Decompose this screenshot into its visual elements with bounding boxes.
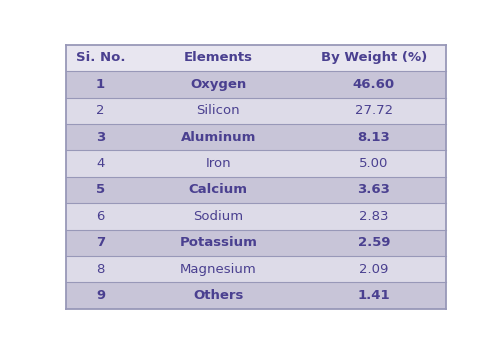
Bar bbox=[302, 177, 446, 203]
Text: 2.09: 2.09 bbox=[360, 263, 388, 276]
Text: 2.59: 2.59 bbox=[358, 236, 390, 249]
Text: 1.41: 1.41 bbox=[358, 289, 390, 302]
Bar bbox=[134, 124, 302, 150]
Text: 4: 4 bbox=[96, 157, 104, 170]
Text: 5: 5 bbox=[96, 183, 105, 196]
Text: Calcium: Calcium bbox=[189, 183, 248, 196]
Text: By Weight (%): By Weight (%) bbox=[321, 51, 427, 64]
Bar bbox=[66, 203, 134, 230]
Bar bbox=[66, 256, 134, 282]
Text: 9: 9 bbox=[96, 289, 105, 302]
Bar bbox=[302, 256, 446, 282]
Text: 1: 1 bbox=[96, 78, 105, 91]
Text: Oxygen: Oxygen bbox=[190, 78, 246, 91]
Text: 6: 6 bbox=[96, 210, 104, 223]
Bar bbox=[134, 203, 302, 230]
Bar bbox=[302, 150, 446, 177]
Bar bbox=[134, 230, 302, 256]
Text: 2.83: 2.83 bbox=[359, 210, 388, 223]
Text: Si. No.: Si. No. bbox=[76, 51, 126, 64]
Text: 27.72: 27.72 bbox=[355, 104, 393, 117]
Text: 8: 8 bbox=[96, 263, 104, 276]
Text: 2: 2 bbox=[96, 104, 105, 117]
Text: 3.63: 3.63 bbox=[358, 183, 390, 196]
Bar bbox=[134, 71, 302, 98]
Bar bbox=[134, 177, 302, 203]
Bar bbox=[66, 98, 134, 124]
Bar bbox=[134, 256, 302, 282]
Text: 8.13: 8.13 bbox=[358, 131, 390, 144]
Bar bbox=[302, 230, 446, 256]
Text: Others: Others bbox=[193, 289, 244, 302]
Bar bbox=[66, 177, 134, 203]
Text: 5.00: 5.00 bbox=[360, 157, 388, 170]
Text: 7: 7 bbox=[96, 236, 105, 249]
Bar bbox=[66, 45, 134, 71]
Bar bbox=[134, 98, 302, 124]
Text: Sodium: Sodium bbox=[193, 210, 244, 223]
Text: Silicon: Silicon bbox=[196, 104, 240, 117]
Bar bbox=[66, 124, 134, 150]
Bar bbox=[302, 282, 446, 309]
Text: Iron: Iron bbox=[206, 157, 231, 170]
Bar bbox=[134, 45, 302, 71]
Bar bbox=[302, 98, 446, 124]
Bar bbox=[66, 150, 134, 177]
Bar bbox=[66, 71, 134, 98]
Text: Elements: Elements bbox=[184, 51, 253, 64]
Bar bbox=[66, 282, 134, 309]
Bar bbox=[134, 282, 302, 309]
Bar bbox=[302, 71, 446, 98]
Bar bbox=[302, 203, 446, 230]
Bar bbox=[134, 150, 302, 177]
Text: 3: 3 bbox=[96, 131, 105, 144]
Text: Potassium: Potassium bbox=[180, 236, 257, 249]
Bar bbox=[302, 124, 446, 150]
Text: Magnesium: Magnesium bbox=[180, 263, 256, 276]
Text: 46.60: 46.60 bbox=[353, 78, 395, 91]
Text: Aluminum: Aluminum bbox=[180, 131, 256, 144]
Bar bbox=[302, 45, 446, 71]
Bar bbox=[66, 230, 134, 256]
